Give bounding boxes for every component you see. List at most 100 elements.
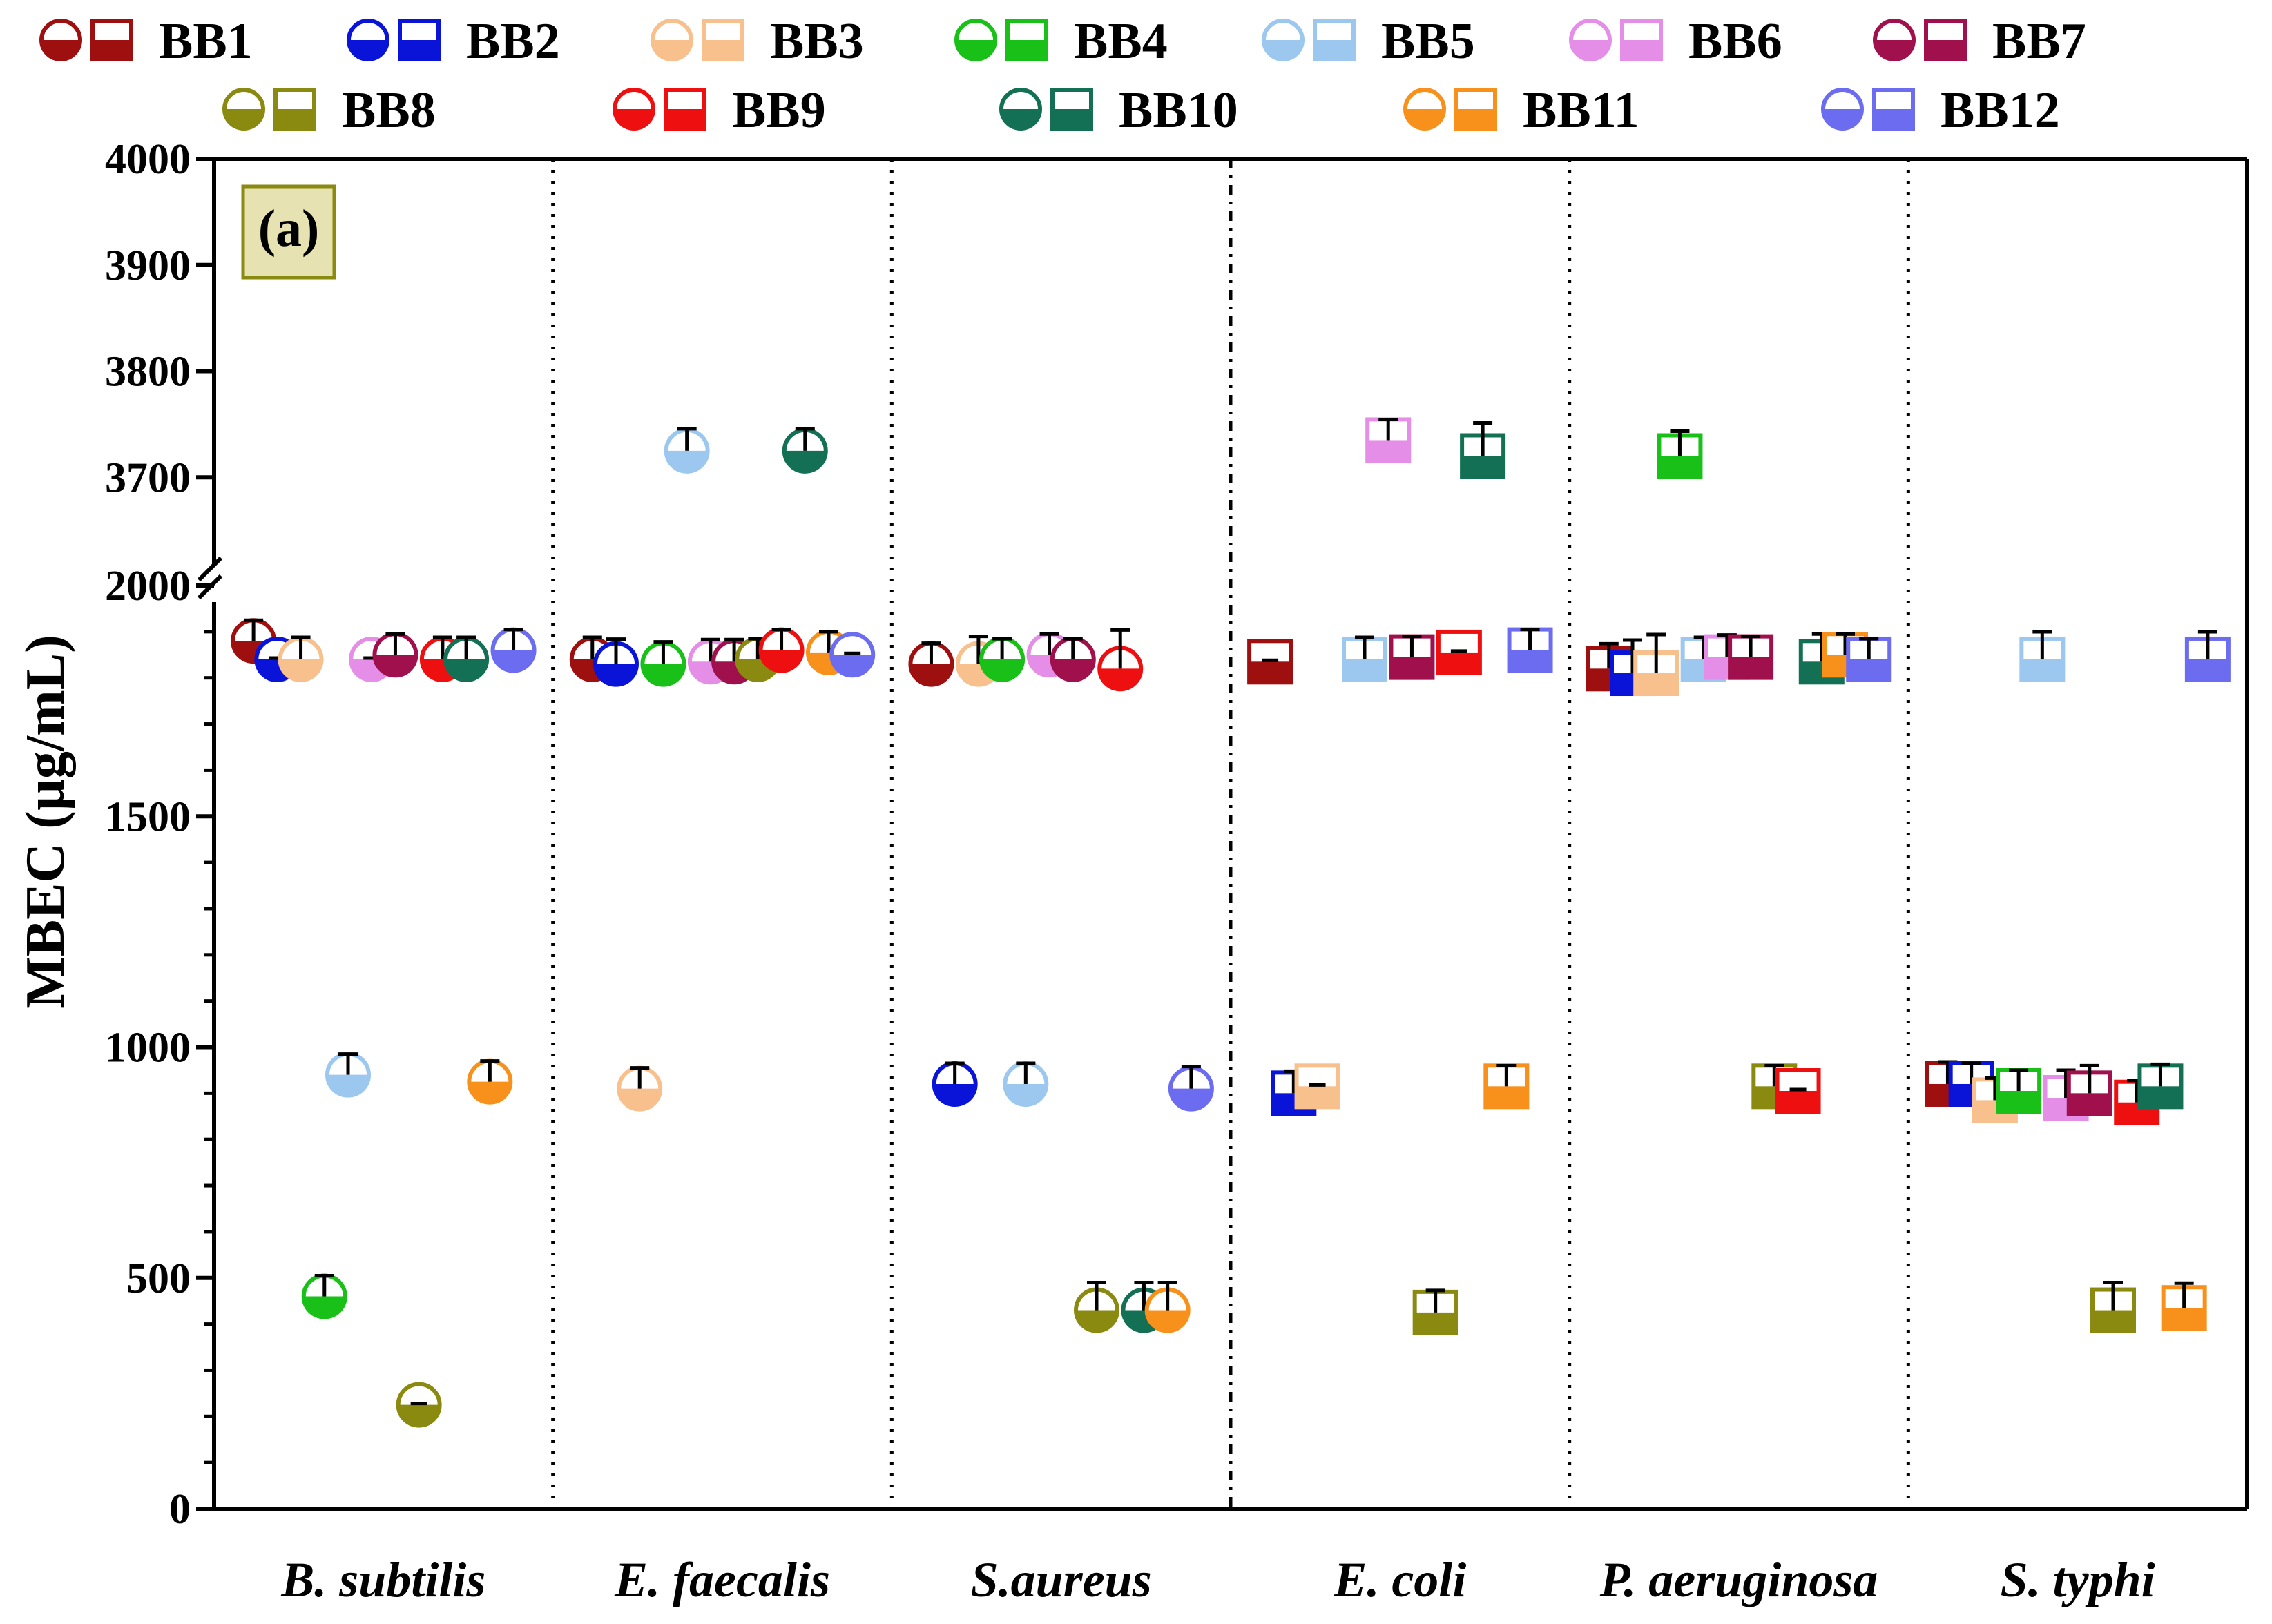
marker-fill [327, 1074, 369, 1096]
data-marker-bb1 [1247, 639, 1293, 685]
marker-fill [1005, 1083, 1047, 1105]
legend-square-icon [1315, 40, 1354, 59]
marker-fill [1635, 673, 1677, 695]
legend-entry-bb8: BB8 [222, 82, 436, 139]
legend-circle-outline [651, 19, 693, 61]
legend-label: BB5 [1381, 13, 1475, 70]
category-dividers [551, 159, 1910, 1509]
legend-entry-bb4: BB4 [954, 13, 1168, 70]
marker-fill [445, 659, 488, 680]
legend: BB1 BB2 BB3 BB4 BB5 BB6 BB7 BB8 BB9 BB10 BB11 BB12 [39, 13, 2086, 139]
marker-fill [280, 659, 322, 680]
legend-square-outline [702, 19, 744, 61]
marker-fill [1146, 1310, 1188, 1331]
legend-square-icon [1622, 40, 1661, 59]
y-tick-label: 500 [126, 1255, 191, 1302]
marker-fill [374, 655, 416, 676]
legend-square-outline [273, 88, 316, 130]
legend-circle-outline [222, 88, 265, 130]
legend-circle-outline [347, 19, 389, 61]
marker-fill [981, 659, 1023, 680]
legend-square-icon [1926, 40, 1965, 59]
y-tick-label: 3900 [105, 242, 191, 289]
y-tick-label: 2000 [105, 563, 191, 610]
marker-fill [1367, 440, 1409, 461]
legend-square-outline [1005, 19, 1048, 61]
marker-fill [1438, 652, 1480, 673]
x-axis-labels: B. subtilis E. faecalis S.aureus E. coli P. … [280, 1552, 2155, 1607]
legend-square-icon [1052, 109, 1091, 128]
legend-square-outline [1050, 88, 1093, 130]
marker-fill [492, 650, 535, 671]
legend-label: BB1 [159, 13, 253, 70]
legend-square-outline [1454, 88, 1497, 130]
legend-entry-bb5: BB5 [1262, 13, 1475, 70]
marker-outline [396, 1382, 442, 1428]
marker-fill [831, 655, 874, 676]
marker-fill [934, 1083, 976, 1105]
marker-fill [2092, 1310, 2134, 1331]
marker-outline [1247, 639, 1293, 685]
x-category-label: E. faecalis [614, 1552, 830, 1607]
legend-label: BB4 [1074, 13, 1168, 70]
marker-fill [2163, 1308, 2205, 1329]
panel-label-frame [241, 184, 336, 280]
marker-fill [1414, 1312, 1456, 1333]
legend-label: BB10 [1119, 82, 1238, 139]
x-category-label: B. subtilis [280, 1552, 485, 1607]
marker-outline [829, 632, 876, 678]
marker-fill [1777, 1091, 1819, 1112]
marker-fill [2068, 1093, 2110, 1114]
legend-square-outline [1872, 88, 1915, 130]
legend-square-outline [90, 19, 133, 61]
y-tick-label: 0 [169, 1486, 191, 1533]
legend-entry-bb10: BB10 [999, 82, 1238, 139]
legend-square-icon [1456, 109, 1495, 128]
y-tick-label: 4000 [105, 136, 191, 183]
legend-entry-bb3: BB3 [651, 13, 864, 70]
legend-square-outline [1620, 19, 1663, 61]
legend-circle-outline [1873, 19, 1916, 61]
data-markers [231, 417, 2231, 1428]
y-axis-label: MBEC (µg/mL) [15, 635, 76, 1009]
plot-area: 0 500 1000 1500 2000 3700 3800 3900 4000 B. subt… [105, 136, 2249, 1607]
legend-circle-outline [954, 19, 997, 61]
legend-label: BB7 [1992, 13, 2086, 70]
legend-entry-bb11: BB11 [1403, 82, 1639, 139]
legend-label: BB8 [342, 82, 436, 139]
legend-circle-outline [1821, 88, 1864, 130]
y-tick-label: 1500 [105, 793, 191, 840]
y-axis: 0 500 1000 1500 2000 3700 3800 3900 4000 [105, 136, 223, 1533]
legend-square-icon [1874, 109, 1913, 128]
marker-fill [1099, 668, 1142, 690]
y-tick-label: 1000 [105, 1025, 191, 1072]
marker-fill [303, 1296, 345, 1317]
marker-fill [1730, 657, 1772, 678]
x-category-label: S.aureus [971, 1552, 1152, 1607]
legend-circle-outline [1403, 88, 1446, 130]
marker-fill [1462, 456, 1504, 477]
legend-circle-outline [999, 88, 1042, 130]
y-tick-label: 3800 [105, 349, 191, 396]
marker-fill [784, 450, 826, 472]
legend-square-icon [1008, 40, 1046, 59]
legend-circle-outline [1262, 19, 1305, 61]
legend-entry-bb9: BB9 [613, 82, 826, 139]
x-category-label: P. aeruginosa [1599, 1552, 1878, 1607]
marker-outline [1294, 1063, 1340, 1110]
legend-entry-bb1: BB1 [39, 13, 253, 70]
marker-fill [398, 1404, 440, 1426]
legend-square-outline [1313, 19, 1356, 61]
legend-label: BB6 [1688, 13, 1782, 70]
legend-square-icon [704, 40, 742, 59]
marker-fill [595, 664, 637, 685]
legend-entry-bb6: BB6 [1569, 13, 1782, 70]
legend-square-outline [1924, 19, 1967, 61]
marker-fill [1998, 1091, 2040, 1112]
legend-square-icon [400, 40, 439, 59]
y-tick-label: 3700 [105, 454, 191, 501]
legend-entry-bb12: BB12 [1821, 82, 2060, 139]
marker-fill [1249, 661, 1291, 683]
legend-label: BB2 [466, 13, 560, 70]
